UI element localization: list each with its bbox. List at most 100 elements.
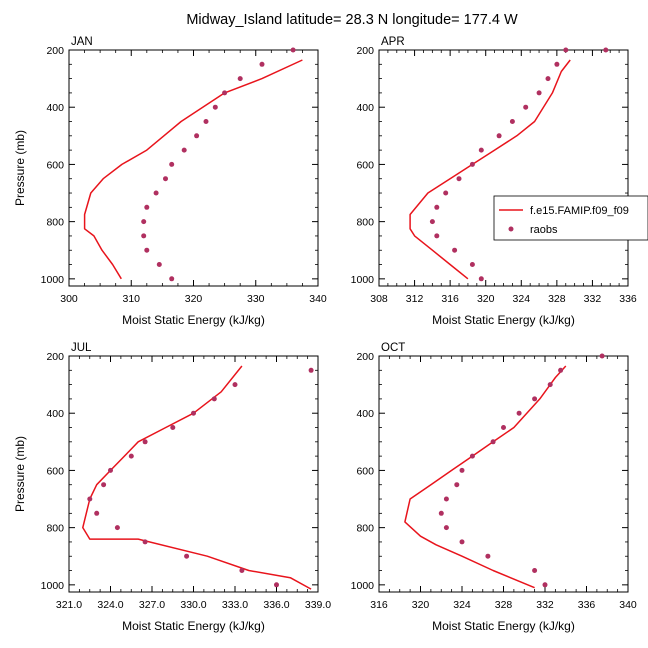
x-tick-label: 324.0 (97, 599, 123, 611)
x-tick-label: 340 (619, 599, 637, 611)
y-tick-label: 400 (356, 408, 374, 420)
y-tick-label: 1000 (41, 580, 65, 592)
model-line (82, 365, 312, 590)
raobs-point (163, 176, 168, 182)
raobs-point (496, 133, 502, 139)
raobs-point (443, 190, 449, 196)
raobs-point (212, 104, 218, 110)
raobs-point (239, 568, 245, 573)
x-tick-label: 320 (477, 293, 495, 305)
raobs-point (141, 233, 147, 239)
raobs-point (144, 204, 150, 210)
raobs-point (156, 262, 162, 267)
figure-title: Midway_Island latitude= 28.3 N longitude… (186, 12, 518, 28)
raobs-point (429, 219, 435, 225)
x-tick-label: 312 (406, 293, 424, 305)
raobs-point (532, 396, 538, 402)
raobs-point (191, 410, 196, 416)
raobs-point (274, 582, 279, 588)
x-tick-label: 308 (370, 293, 388, 305)
raobs-point (128, 453, 134, 459)
raobs-point (452, 247, 458, 253)
panel-title: JUL (71, 342, 92, 354)
raobs-point (194, 133, 200, 139)
raobs-point (545, 76, 551, 82)
x-tick-label: 310 (122, 293, 140, 305)
legend: f.e15.FAMIP.f09_f09 raobs (493, 195, 648, 241)
raobs-point (563, 47, 569, 53)
raobs-point (599, 353, 605, 359)
raobs-point (558, 367, 564, 373)
raobs-point (532, 568, 538, 573)
x-tick-label: 327.0 (139, 599, 165, 611)
y-tick-label: 800 (356, 217, 374, 229)
x-tick-label: 333.0 (222, 599, 248, 611)
raobs-point (459, 539, 465, 545)
y-tick-label: 600 (46, 465, 64, 477)
raobs-point (87, 496, 93, 502)
x-tick-label: 336 (619, 293, 637, 305)
model-line (404, 365, 567, 589)
raobs-point (142, 539, 148, 545)
y-tick-label: 400 (356, 102, 374, 114)
raobs-point (456, 176, 462, 182)
panel-apr: APR 308 312 316 320 324 328 332 336 200 400 600 800 1… (351, 36, 637, 327)
panel-title: OCT (381, 342, 405, 354)
y-tick-label: 800 (46, 523, 64, 535)
y-tick-label: 600 (356, 159, 374, 171)
raobs-point (108, 467, 113, 473)
x-tick-label: 320 (185, 293, 203, 305)
x-tick-label: 316 (370, 599, 388, 611)
y-axis-label: Pressure (mb) (13, 436, 27, 512)
raobs-point (490, 439, 496, 445)
plot-frame (378, 355, 629, 593)
raobs-point (290, 47, 296, 53)
raobs-point (184, 553, 190, 559)
x-tick-label: 336 (578, 599, 596, 611)
model-line (83, 59, 303, 280)
panel-oct: OCT 316 320 324 328 332 336 340 200 400 600 800 1000… (351, 342, 637, 633)
x-tick-label: 300 (60, 293, 78, 305)
raobs-point (509, 119, 515, 124)
x-tick-label: 324 (453, 599, 471, 611)
raobs-point (101, 482, 107, 488)
raobs-point (170, 425, 176, 430)
raobs-point (536, 90, 542, 96)
y-axis-label: Pressure (mb) (13, 130, 27, 206)
x-tick-label: 321.0 (56, 599, 82, 611)
x-tick-label: 339.0 (305, 599, 331, 611)
raobs-point (232, 382, 238, 388)
raobs-point (169, 276, 175, 282)
x-axis-label: Moist Static Energy (kJ/kg) (122, 619, 265, 633)
raobs-point (478, 147, 484, 153)
raobs-point (438, 510, 444, 516)
raobs-point (478, 276, 484, 282)
y-tick-label: 200 (46, 351, 64, 363)
raobs-point (443, 525, 449, 531)
raobs-point (516, 410, 522, 416)
raobs-point (114, 525, 120, 531)
raobs-point (203, 119, 209, 124)
y-tick-label: 400 (46, 102, 64, 114)
y-tick-label: 400 (46, 408, 64, 420)
plot-frame (378, 49, 629, 287)
x-tick-label: 340 (309, 293, 327, 305)
raobs-point (469, 161, 475, 167)
y-tick-label: 1000 (351, 580, 375, 592)
x-tick-label: 332 (584, 293, 602, 305)
raobs-point (459, 467, 465, 473)
model-line (409, 59, 571, 280)
x-tick-label: 328 (495, 599, 513, 611)
x-axis-label: Moist Static Energy (kJ/kg) (432, 619, 575, 633)
legend-raobs-swatch (508, 226, 514, 232)
raobs-point (434, 233, 440, 239)
panel-title: JAN (71, 36, 93, 48)
raobs-point (542, 582, 548, 588)
raobs-point (485, 553, 491, 559)
plot-frame (68, 49, 319, 287)
raobs-point (144, 247, 150, 253)
raobs-point (237, 76, 243, 82)
y-tick-label: 800 (46, 217, 64, 229)
y-tick-label: 600 (356, 465, 374, 477)
